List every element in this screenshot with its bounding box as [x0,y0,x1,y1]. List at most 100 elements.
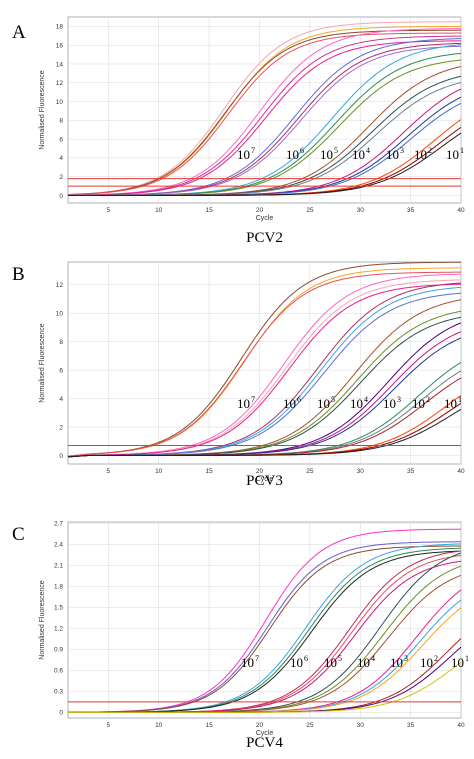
x-tick-label: 30 [357,207,365,214]
panel-title: PCV2 [246,230,283,246]
concentration-exponent: 5 [338,654,342,663]
x-tick-label: 30 [357,468,365,475]
y-tick-label: 0.3 [54,689,63,696]
concentration-base: 10 [241,655,254,670]
concentration-base: 10 [446,147,459,162]
y-tick-label: 2.7 [54,521,63,528]
x-tick-label: 15 [205,468,213,475]
y-tick-label: 0.9 [54,647,63,654]
y-tick-label: 10 [56,99,64,106]
x-tick-label: 30 [357,722,365,729]
amplification-curve [67,271,462,457]
x-axis-label: Cycle [256,476,274,483]
amplification-curve [67,283,462,458]
concentration-base: 10 [414,147,427,162]
x-tick-label: 20 [256,468,264,475]
concentration-label: 10 1 [451,654,469,670]
concentration-label: 10 4 [350,395,368,411]
plot-frame [67,521,462,719]
x-tick-label: 20 [256,207,264,214]
concentration-exponent: 7 [255,654,259,663]
panel-letter: C [12,524,25,545]
amplification-curve [68,662,462,713]
x-tick-label: 25 [306,722,314,729]
y-tick-label: 6 [59,367,63,374]
x-tick-label: 15 [205,207,213,214]
y-tick-label: 2.1 [54,563,63,570]
concentration-exponent: 2 [434,654,438,663]
concentration-label: 10 5 [320,146,338,162]
y-axis-label: Normalised Fluorescence [39,70,46,149]
concentration-base: 10 [317,396,330,411]
concentration-base: 10 [350,396,363,411]
concentration-exponent: 2 [426,395,430,404]
concentration-base: 10 [237,396,250,411]
panel-title: PCV3 [246,473,283,489]
concentration-base: 10 [286,147,299,162]
concentration-label: 10 7 [241,654,259,670]
y-tick-label: 2 [59,424,63,431]
concentration-exponent: 5 [334,146,338,155]
concentration-base: 10 [324,655,337,670]
concentration-label: 10 3 [386,146,404,162]
x-axis-label: Cycle [256,215,274,222]
y-tick-label: 4 [59,396,63,403]
panel-b: B5 10 15 20 25 30 35 40024681012CycleNormalised… [12,261,465,489]
concentration-label: 10 1 [444,395,462,411]
panel-a: A5 10 15 20 25 30 35 40024681012141618CycleNorm… [12,16,465,246]
y-tick-label: 8 [59,339,63,346]
concentration-base: 10 [390,655,403,670]
concentration-label: 10 7 [237,395,255,411]
concentration-label: 10 5 [324,654,342,670]
concentration-label: 10 4 [352,146,370,162]
y-tick-label: 2.4 [54,542,63,549]
concentration-exponent: 5 [331,395,335,404]
panel-letter: B [12,264,25,285]
concentration-exponent: 3 [404,654,408,663]
y-tick-label: 1.8 [54,584,63,591]
x-tick-label: 40 [457,722,465,729]
y-tick-label: 4 [59,155,63,162]
concentration-base: 10 [320,147,333,162]
amplification-curve [67,408,462,458]
x-tick-label: 40 [457,207,465,214]
x-tick-label: 10 [155,468,163,475]
plot-frame [67,261,462,465]
x-tick-label: 35 [407,207,415,214]
x-tick-label: 15 [205,722,213,729]
amplification-curve [67,40,462,196]
concentration-exponent: 6 [304,654,308,663]
x-tick-label: 10 [155,207,163,214]
concentration-label: 10 6 [283,395,301,411]
concentration-label: 10 2 [414,146,432,162]
concentration-label: 10 6 [286,146,304,162]
amplification-curve [67,32,462,196]
x-tick-label: 5 [106,207,110,214]
concentration-base: 10 [357,655,370,670]
y-axis-label: Normalised Fluorescence [39,580,46,659]
concentration-label: 10 6 [290,654,308,670]
concentration-label: 10 2 [412,395,430,411]
concentration-base: 10 [386,147,399,162]
concentration-base: 10 [290,655,303,670]
y-tick-label: 0.6 [54,668,63,675]
concentration-label: 10 2 [420,654,438,670]
y-tick-label: 1.2 [54,626,63,633]
concentration-exponent: 1 [458,395,462,404]
concentration-exponent: 6 [297,395,301,404]
concentration-exponent: 3 [400,146,404,155]
concentration-label: 10 4 [357,654,375,670]
concentration-exponent: 6 [300,146,304,155]
concentration-base: 10 [451,655,464,670]
concentration-exponent: 7 [251,395,255,404]
concentration-base: 10 [383,396,396,411]
concentration-exponent: 1 [460,146,464,155]
y-tick-label: 1.5 [54,605,63,612]
y-tick-label: 12 [56,80,64,87]
concentration-base: 10 [420,655,433,670]
amplification-curves [67,528,462,713]
concentration-base: 10 [352,147,365,162]
concentration-label: 10 3 [383,395,401,411]
concentration-label: 10 1 [446,146,464,162]
